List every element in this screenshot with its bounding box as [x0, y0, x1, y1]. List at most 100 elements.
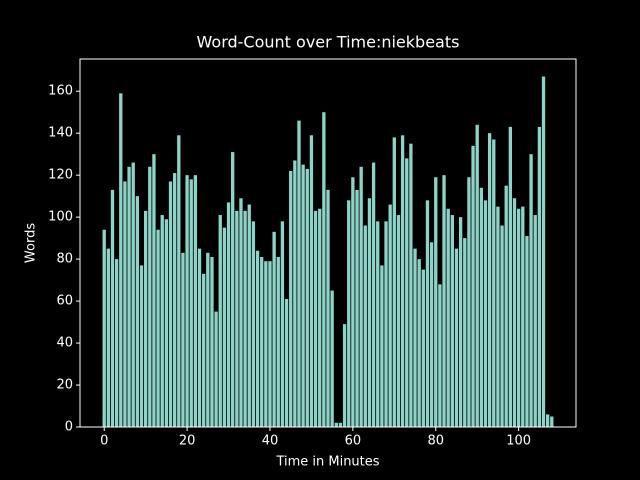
bar [351, 177, 355, 427]
bar [388, 204, 392, 427]
x-tick-label: 60 [345, 434, 362, 449]
bar [396, 215, 401, 427]
bar [516, 208, 521, 427]
x-tick-label: 20 [179, 434, 196, 449]
bar [409, 143, 413, 428]
bar [197, 248, 202, 427]
bar [521, 206, 525, 427]
bar [537, 126, 542, 427]
bar [143, 210, 148, 427]
bar [496, 206, 500, 427]
bar [218, 215, 222, 427]
bar [305, 168, 309, 427]
bar [318, 208, 322, 427]
bar [492, 139, 496, 428]
bar [289, 170, 293, 427]
bar [413, 248, 417, 427]
bar [550, 416, 554, 427]
bar [284, 298, 289, 427]
bar [429, 242, 434, 427]
bar [243, 210, 247, 427]
bar [359, 166, 363, 427]
bar [272, 231, 276, 427]
bar [264, 261, 268, 427]
bar [260, 257, 264, 427]
bar [458, 217, 463, 427]
bar [123, 181, 127, 427]
bar [173, 173, 177, 427]
bar [102, 229, 106, 427]
bar [533, 215, 537, 427]
bar [417, 259, 421, 427]
x-axis-label: Time in Minutes [275, 455, 379, 470]
bar [214, 311, 218, 427]
bar [168, 181, 173, 427]
bar [438, 284, 442, 427]
bar [450, 215, 454, 427]
y-tick-label: 160 [48, 84, 73, 99]
bar [334, 422, 338, 427]
bar [160, 215, 164, 427]
bar [322, 112, 326, 428]
x-tick-label: 100 [506, 434, 531, 449]
bar [135, 196, 140, 427]
bar [330, 290, 334, 427]
bar [376, 221, 380, 427]
bar [504, 185, 508, 427]
bar [380, 265, 384, 427]
bar [471, 145, 475, 427]
bar [152, 154, 156, 427]
bar [239, 198, 243, 427]
bar [119, 93, 123, 428]
x-tick-label: 80 [427, 434, 444, 449]
y-tick-label: 60 [56, 294, 73, 309]
bar [156, 229, 160, 427]
bar [235, 210, 239, 427]
bar [251, 221, 256, 427]
bar [131, 162, 135, 428]
bar [405, 158, 409, 428]
bar [206, 252, 210, 427]
bar [400, 135, 405, 427]
bar [301, 164, 305, 427]
bar [508, 126, 513, 427]
bar [177, 135, 181, 427]
bar [355, 189, 359, 427]
bar [297, 120, 301, 427]
bar [222, 227, 227, 427]
bar [255, 250, 260, 427]
bar [139, 265, 144, 427]
bar [442, 175, 446, 427]
bar [181, 252, 185, 427]
bar [384, 221, 388, 427]
bar [434, 177, 438, 427]
bar [525, 236, 529, 427]
bar [202, 273, 206, 427]
bar [185, 175, 189, 427]
bar [193, 175, 198, 427]
bar [541, 76, 546, 428]
y-tick-label: 80 [56, 252, 73, 267]
bar [309, 135, 314, 427]
bar [487, 133, 492, 427]
bar [363, 225, 367, 427]
bar [338, 422, 343, 427]
bar [367, 198, 372, 427]
bar [483, 200, 488, 427]
bar [276, 257, 280, 427]
bar [475, 124, 479, 428]
bar [293, 160, 297, 427]
bar [210, 257, 214, 427]
y-tick-label: 100 [48, 210, 73, 225]
y-tick-label: 120 [48, 168, 73, 183]
bar [421, 269, 425, 427]
bar [189, 179, 193, 427]
bar [106, 248, 111, 427]
bar [463, 238, 467, 427]
bar [164, 219, 169, 427]
bar [127, 166, 131, 427]
chart-title: Word-Count over Time:niekbeats [197, 33, 460, 52]
bar [545, 414, 550, 427]
y-tick-label: 140 [48, 126, 73, 141]
